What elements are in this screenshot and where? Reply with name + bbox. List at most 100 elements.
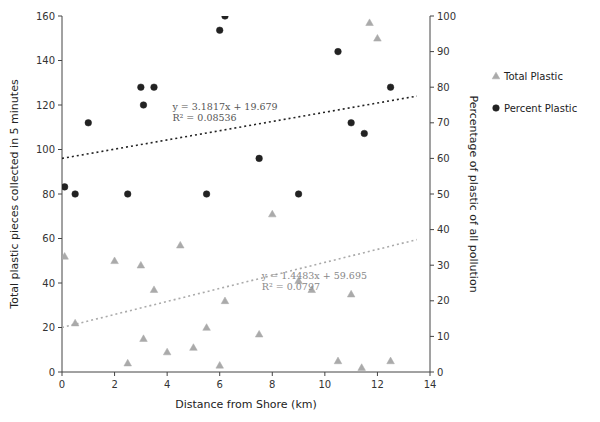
point [387,357,395,364]
y-tick [58,105,62,106]
y2-tick-label: 10 [437,331,450,342]
y-tick-label: 80 [42,189,55,200]
y2-tick [430,372,434,373]
annotation-line: y = 3.1817x + 19.679 [171,101,277,112]
legend-label: Percent Plastic [504,103,577,114]
point [216,362,224,369]
point [361,130,368,137]
y2-tick-label: 90 [437,46,450,57]
point [268,210,276,217]
trend-line [62,96,417,158]
legend-marker [493,105,500,112]
y2-tick [430,336,434,337]
y-tick [58,60,62,61]
y2-tick-label: 40 [437,224,450,235]
x-tick-label: 2 [111,379,117,390]
x-axis-line [62,372,430,373]
point [150,286,158,293]
y2-tick-label: 20 [437,295,450,306]
point [72,191,79,198]
point [62,253,68,260]
y2-tick [430,158,434,159]
x-tick [377,372,378,376]
point [256,155,263,162]
y2-tick [430,87,434,88]
y2-tick [430,122,434,123]
chart: 0246810121402040608010012014016001020304… [0,0,600,422]
point [295,191,302,198]
y2-tick-label: 0 [437,367,443,378]
point [335,48,342,55]
y2-tick-label: 100 [437,11,456,22]
point [255,330,263,337]
y2-tick-label: 50 [437,189,450,200]
x-tick [167,372,168,376]
point [140,335,148,342]
y2-tick [430,265,434,266]
y2-tick [430,300,434,301]
plot-area [62,16,417,370]
x-tick [219,372,220,376]
y-tick-label: 20 [42,322,55,333]
annotation: y = 1.4483x + 59.695R² = 0.0797 [261,270,367,292]
annotation-line: y = 1.4483x + 59.695 [261,270,367,281]
y-tick-label: 100 [36,144,55,155]
point [203,324,211,331]
point [71,319,79,326]
point [151,84,158,91]
x-tick-label: 12 [371,379,384,390]
annotation-line: R² = 0.08536 [172,112,236,123]
point [374,34,382,41]
y2-tick-label: 60 [437,153,450,164]
point [85,120,92,127]
x-tick [324,372,325,376]
y-tick [58,238,62,239]
y2-axis-label: Percentage of plastic of all pollution [467,95,480,292]
point [222,16,229,19]
y-tick-label: 60 [42,233,55,244]
x-tick-label: 4 [164,379,170,390]
point [138,84,145,91]
y2-tick [430,51,434,52]
point [176,241,184,248]
x-tick-label: 0 [59,379,65,390]
y2-tick [430,16,434,17]
point [124,359,132,366]
y2-tick-label: 70 [437,117,450,128]
y-tick [58,283,62,284]
annotation-line: R² = 0.0797 [262,281,320,292]
y-axis-label: Total plastic pieces collected in 5 minu… [8,79,21,310]
point [62,184,68,191]
point [348,120,355,127]
y2-tick-label: 80 [437,82,450,93]
y-tick-label: 120 [36,100,55,111]
legend-label: Total Plastic [503,71,563,82]
point [124,191,131,198]
y2-tick [430,229,434,230]
point [366,19,374,26]
y-tick-label: 40 [42,278,55,289]
point [163,348,171,355]
x-tick-label: 6 [217,379,223,390]
y-tick-label: 0 [49,367,55,378]
legend-marker [492,72,500,79]
point [347,290,355,297]
y-tick-label: 140 [36,55,55,66]
x-tick-label: 8 [269,379,275,390]
point [137,261,145,268]
annotation: y = 3.1817x + 19.679R² = 0.08536 [171,101,277,123]
point [203,191,210,198]
y-tick [58,327,62,328]
point [216,27,223,34]
point [221,297,229,304]
y-tick [58,372,62,373]
y-tick [58,194,62,195]
y2-tick [430,194,434,195]
x-axis-label: Distance from Shore (km) [175,398,317,411]
y-tick [58,16,62,17]
x-tick [272,372,273,376]
y2-tick-label: 30 [437,260,450,271]
y-tick-label: 160 [36,11,55,22]
point [387,84,394,91]
point [190,344,198,351]
